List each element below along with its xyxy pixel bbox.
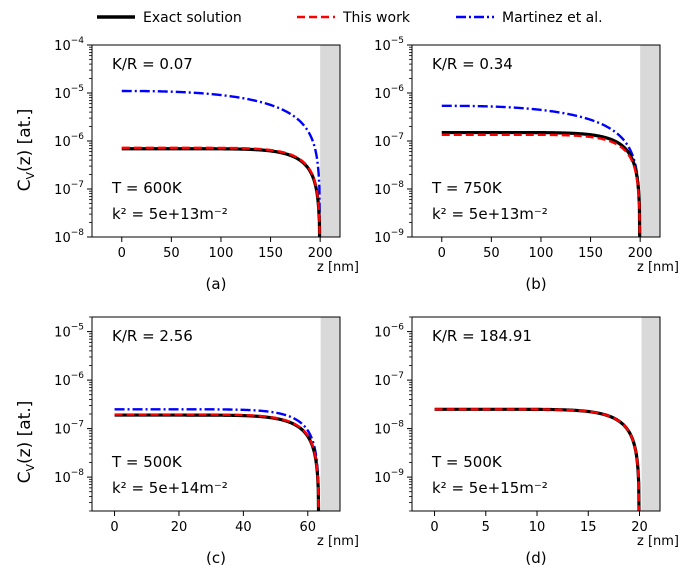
y-tick-label: 10−5 [54, 323, 84, 341]
y-tick-label: 10−6 [54, 371, 84, 389]
series-line-this-work [121, 146, 321, 237]
legend-label-1: This work [342, 10, 411, 26]
y-tick-label: 10−6 [374, 84, 404, 102]
x-tick-label: 20 [171, 520, 188, 535]
y-tick-label: 10−9 [374, 228, 404, 246]
x-tick-label: 0 [430, 520, 438, 535]
y-tick-label: 10−8 [54, 228, 84, 246]
shaded-region [640, 45, 660, 237]
series-line-this-work [441, 133, 641, 237]
x-tick-label: 20 [631, 520, 648, 535]
y-tick-label: 10−7 [374, 371, 404, 389]
series-line-martinez-et-al- [441, 104, 641, 237]
y-tick-label: 10−4 [54, 36, 84, 54]
panel-label: (b) [525, 275, 546, 293]
x-tick-label: 150 [578, 246, 603, 261]
x-tick-label: 15 [580, 520, 597, 535]
x-tick-label: 0 [118, 246, 126, 261]
ratio-annotation: K/R = 184.91 [432, 327, 532, 345]
y-tick-label: 10−5 [54, 84, 84, 102]
panel-d: 0 5 10 15 20 10−9 10−8 10−7 10−6 z [nm] K/R = 184.… [374, 316, 679, 567]
x-tick-label: 150 [258, 246, 283, 261]
x-tick-label: 50 [163, 246, 180, 261]
shaded-region [641, 317, 660, 511]
panel-label: (c) [206, 549, 226, 567]
legend: Exact solution This work Martinez et al. [97, 10, 603, 26]
y-tick-label: 10−8 [374, 420, 404, 438]
y-tick-label: 10−7 [54, 420, 84, 438]
ratio-annotation: K/R = 0.07 [112, 55, 193, 73]
panel-a: 0 50 100 150 200 10−8 10−7 10−6 10−5 10−4 z [nm] K/… [54, 36, 359, 293]
x-tick-label: 0 [438, 246, 446, 261]
x-tick-label: 50 [483, 246, 500, 261]
series-line-exact-solution [441, 130, 642, 237]
x-tick-label: 100 [529, 246, 554, 261]
panel-label: (d) [525, 549, 546, 567]
y-tick-label: 10−9 [374, 468, 404, 486]
k2-annotation: k² = 5e+15m⁻² [432, 479, 548, 497]
y-tick-label: 10−8 [54, 468, 84, 486]
x-tick-label: 5 [482, 520, 490, 535]
panel-b: 0 50 100 150 200 10−9 10−8 10−7 10−6 10−5 z [nm] K/… [374, 36, 679, 293]
x-tick-label: 60 [300, 520, 317, 535]
series-line-this-work [434, 408, 641, 511]
y-tick-label: 10−7 [54, 180, 84, 198]
x-tick-label: 200 [308, 246, 333, 261]
y-tick-label: 10−6 [374, 323, 404, 341]
panel-c: 0 20 40 60 10−8 10−7 10−6 10−5 z [nm] K/R = 2.56 T… [54, 316, 359, 567]
x-axis-label: z [nm] [317, 260, 359, 275]
y-axis-label-bottom: CV(z) [at.] [15, 401, 37, 484]
x-tick-label: 10 [529, 520, 546, 535]
legend-label-0: Exact solution [143, 10, 242, 26]
panel-label: (a) [206, 275, 227, 293]
temperature-annotation: T = 500K [431, 453, 503, 471]
y-tick-label: 10−8 [374, 180, 404, 198]
y-tick-label: 10−6 [54, 132, 84, 150]
y-tick-label: 10−5 [374, 36, 404, 54]
x-axis-label: z [nm] [637, 534, 679, 549]
k2-annotation: k² = 5e+13m⁻² [432, 205, 548, 223]
shaded-region [320, 45, 340, 237]
series-line-martinez-et-al- [114, 408, 320, 511]
k2-annotation: k² = 5e+14m⁻² [112, 479, 228, 497]
x-axis-label: z [nm] [637, 260, 679, 275]
x-tick-label: 100 [209, 246, 234, 261]
k2-annotation: k² = 5e+13m⁻² [112, 205, 228, 223]
series-line-martinez-et-al- [121, 89, 321, 237]
x-tick-label: 200 [628, 246, 653, 261]
y-tick-label: 10−7 [374, 132, 404, 150]
temperature-annotation: T = 600K [111, 179, 183, 197]
legend-label-2: Martinez et al. [502, 10, 603, 26]
x-axis-label: z [nm] [317, 534, 359, 549]
x-tick-label: 0 [110, 520, 118, 535]
temperature-annotation: T = 750K [431, 179, 503, 197]
x-tick-label: 40 [235, 520, 252, 535]
series-line-this-work [114, 413, 320, 511]
shaded-region [320, 317, 340, 511]
y-axis-label-top: CV(z) [at.] [15, 109, 37, 192]
temperature-annotation: T = 500K [111, 453, 183, 471]
ratio-annotation: K/R = 0.34 [432, 55, 513, 73]
ratio-annotation: K/R = 2.56 [112, 327, 193, 345]
